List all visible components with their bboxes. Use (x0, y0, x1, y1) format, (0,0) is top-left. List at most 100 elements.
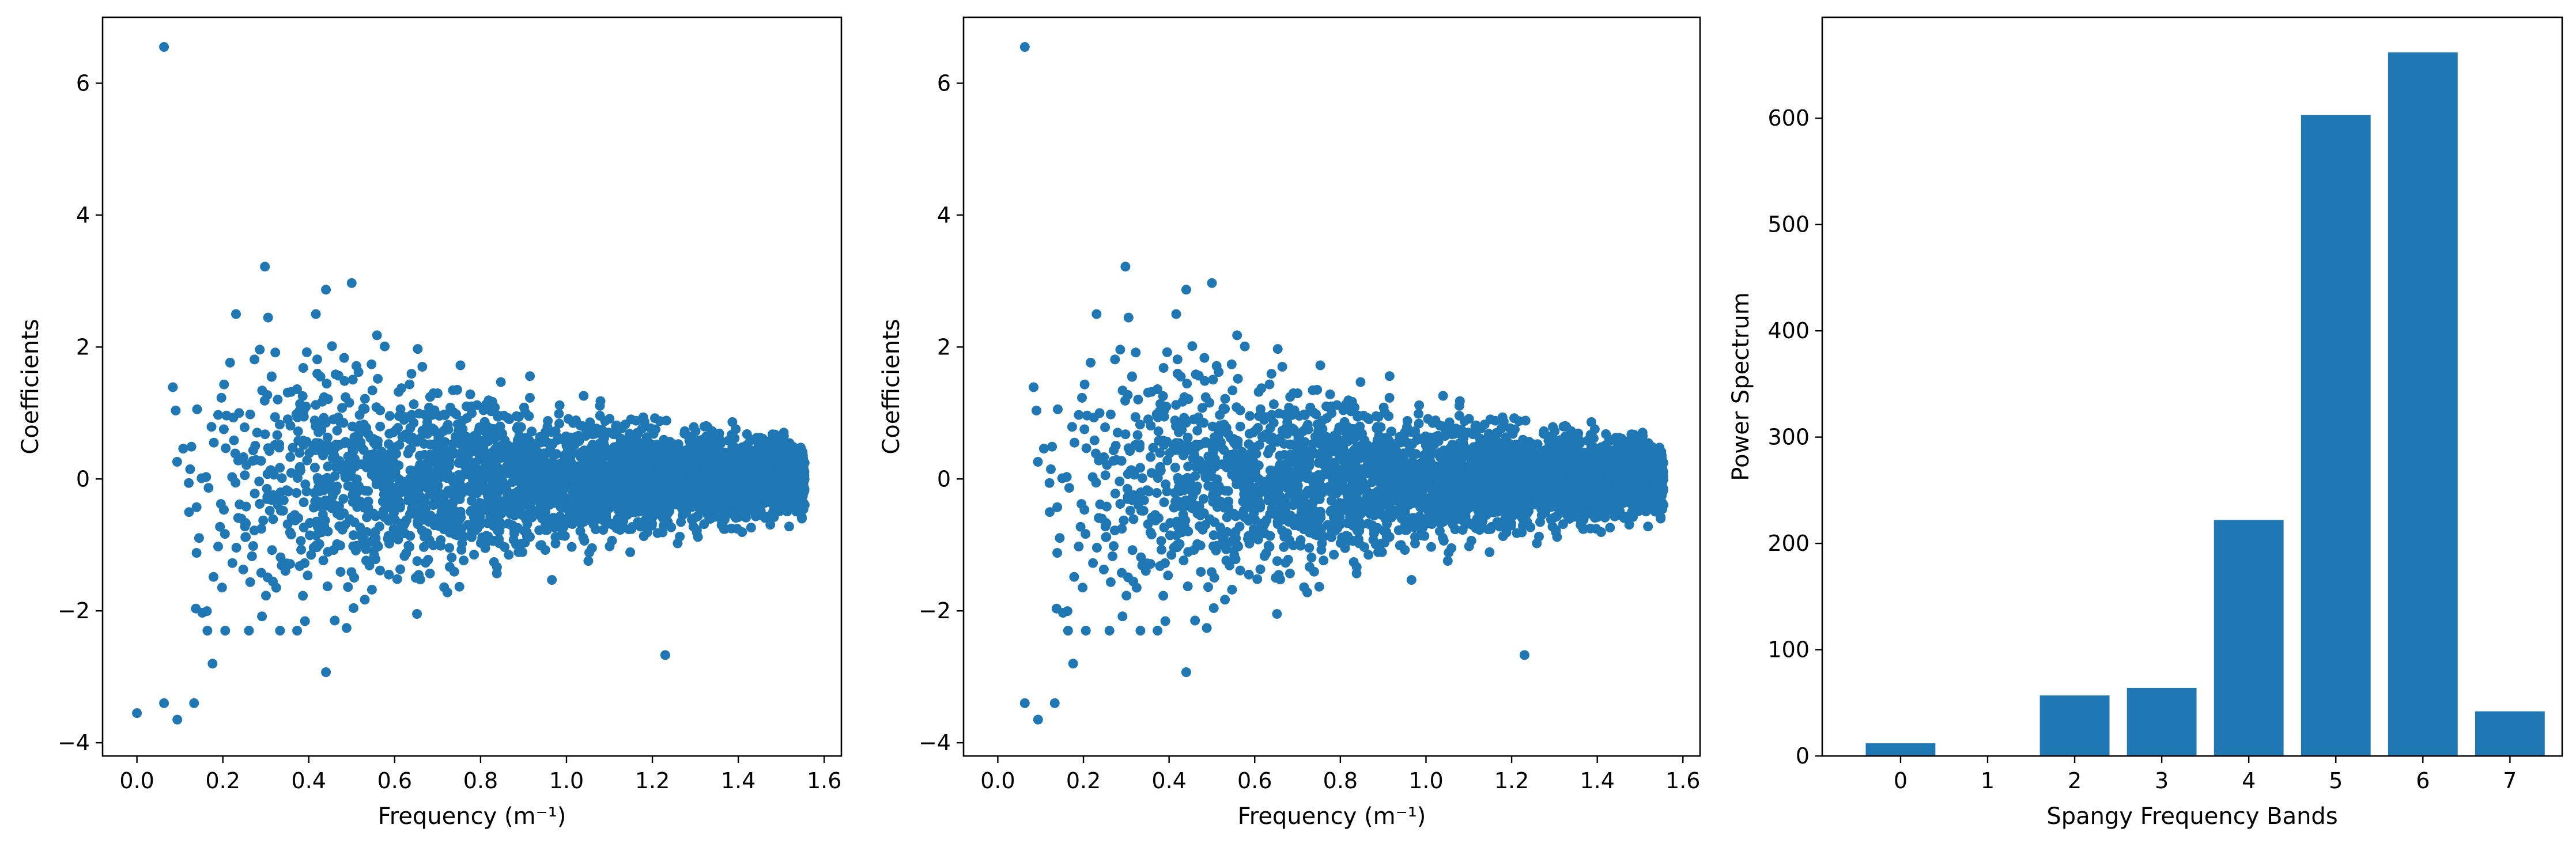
scatter-point (554, 418, 564, 429)
scatter-point-outlier (132, 708, 142, 719)
scatter-point (383, 534, 393, 544)
scatter-point (231, 543, 241, 553)
scatter-point (764, 490, 775, 500)
scatter-point (278, 505, 288, 516)
scatter-point (384, 569, 394, 580)
scatter-point (406, 369, 417, 379)
scatter-point (312, 354, 322, 365)
scatter-point (426, 423, 436, 434)
scatter-point (1510, 424, 1520, 434)
scatter-point (341, 623, 352, 633)
scatter-point (469, 512, 479, 523)
scatter-point (520, 538, 530, 548)
scatter-point (348, 541, 358, 551)
scatter-point (588, 440, 598, 450)
scatter-point (238, 564, 248, 574)
scatter-point (275, 626, 285, 636)
scatter-point (428, 467, 438, 478)
scatter-point (597, 425, 607, 435)
scatter-point (439, 509, 450, 519)
scatter-point (367, 385, 377, 396)
scatter-point (630, 439, 640, 449)
scatter-point (645, 447, 655, 457)
scatter-point (579, 391, 589, 401)
scatter-point (745, 434, 756, 445)
scatter-point (461, 461, 471, 471)
scatter-point (202, 606, 212, 617)
scatter-point (192, 404, 202, 414)
scatter-point (552, 464, 562, 475)
scatter-point (462, 485, 473, 496)
scatter-point (471, 478, 481, 487)
scatter-point (220, 529, 230, 539)
scatter-point (526, 497, 537, 507)
scatter-point (602, 485, 613, 495)
scatter-point (395, 501, 405, 511)
scatter-point (396, 529, 406, 539)
scatter-point (768, 444, 779, 455)
scatter-point (663, 446, 673, 456)
scatter-point (231, 478, 241, 488)
scatter-point (244, 626, 254, 636)
scatter-point (337, 524, 348, 535)
y-axis-label: Coefficients (17, 319, 44, 454)
scatter-point (373, 373, 383, 384)
scatter-point (294, 561, 305, 571)
scatter-point (428, 490, 439, 501)
scatter-point (268, 514, 278, 524)
y-tick-label: 4 (76, 202, 90, 228)
scatter-point (354, 440, 365, 450)
scatter-point (360, 404, 370, 414)
scatter-point (1105, 577, 1116, 587)
scatter-point (503, 519, 513, 529)
scatter-point (701, 465, 712, 475)
scatter-point (1208, 603, 1219, 613)
scatter-point (316, 425, 327, 435)
scatter-point (705, 513, 715, 523)
scatter-point (270, 412, 280, 422)
scatter-point (580, 483, 591, 493)
scatter-point (1226, 359, 1237, 369)
scatter-point (543, 458, 553, 468)
scatter-point (475, 519, 486, 530)
scatter-point (255, 499, 265, 509)
scatter-point (250, 354, 260, 365)
scatter-point (1127, 371, 1137, 381)
scatter-point (775, 506, 785, 516)
scatter-point (492, 562, 502, 572)
scatter-point (348, 375, 358, 385)
scatter-point (1081, 626, 1091, 636)
scatter-point (335, 567, 346, 577)
scatter-point (1235, 405, 1245, 415)
scatter-point (441, 473, 452, 483)
scatter-point (1159, 497, 1169, 508)
scatter-point (369, 438, 379, 448)
scatter-point (598, 525, 609, 535)
scatter-point (213, 542, 223, 551)
scatter-point (387, 486, 397, 496)
scatter-point (557, 528, 568, 538)
scatter-point (384, 411, 395, 421)
scatter-point (738, 496, 748, 506)
scatter-point (258, 515, 269, 525)
scatter-point (294, 448, 305, 458)
scatter-point (429, 479, 439, 490)
scatter-point (390, 465, 400, 475)
scatter-point (701, 449, 711, 459)
scatter-point (406, 477, 416, 487)
scatter-point (338, 418, 349, 428)
scatter-point (349, 603, 358, 613)
scatter-point (369, 531, 380, 542)
scatter-point (459, 451, 469, 462)
scatter-point (482, 490, 493, 500)
scatter-point (338, 494, 349, 504)
scatter-point (403, 490, 413, 500)
scatter-point (301, 347, 312, 357)
scatter-point (302, 455, 312, 466)
scatter-point (332, 425, 342, 436)
scatter-point (263, 312, 273, 323)
scatter-point (392, 574, 402, 584)
scatter-point (355, 420, 365, 430)
scatter-point (666, 488, 677, 498)
scatter-point (282, 387, 293, 398)
